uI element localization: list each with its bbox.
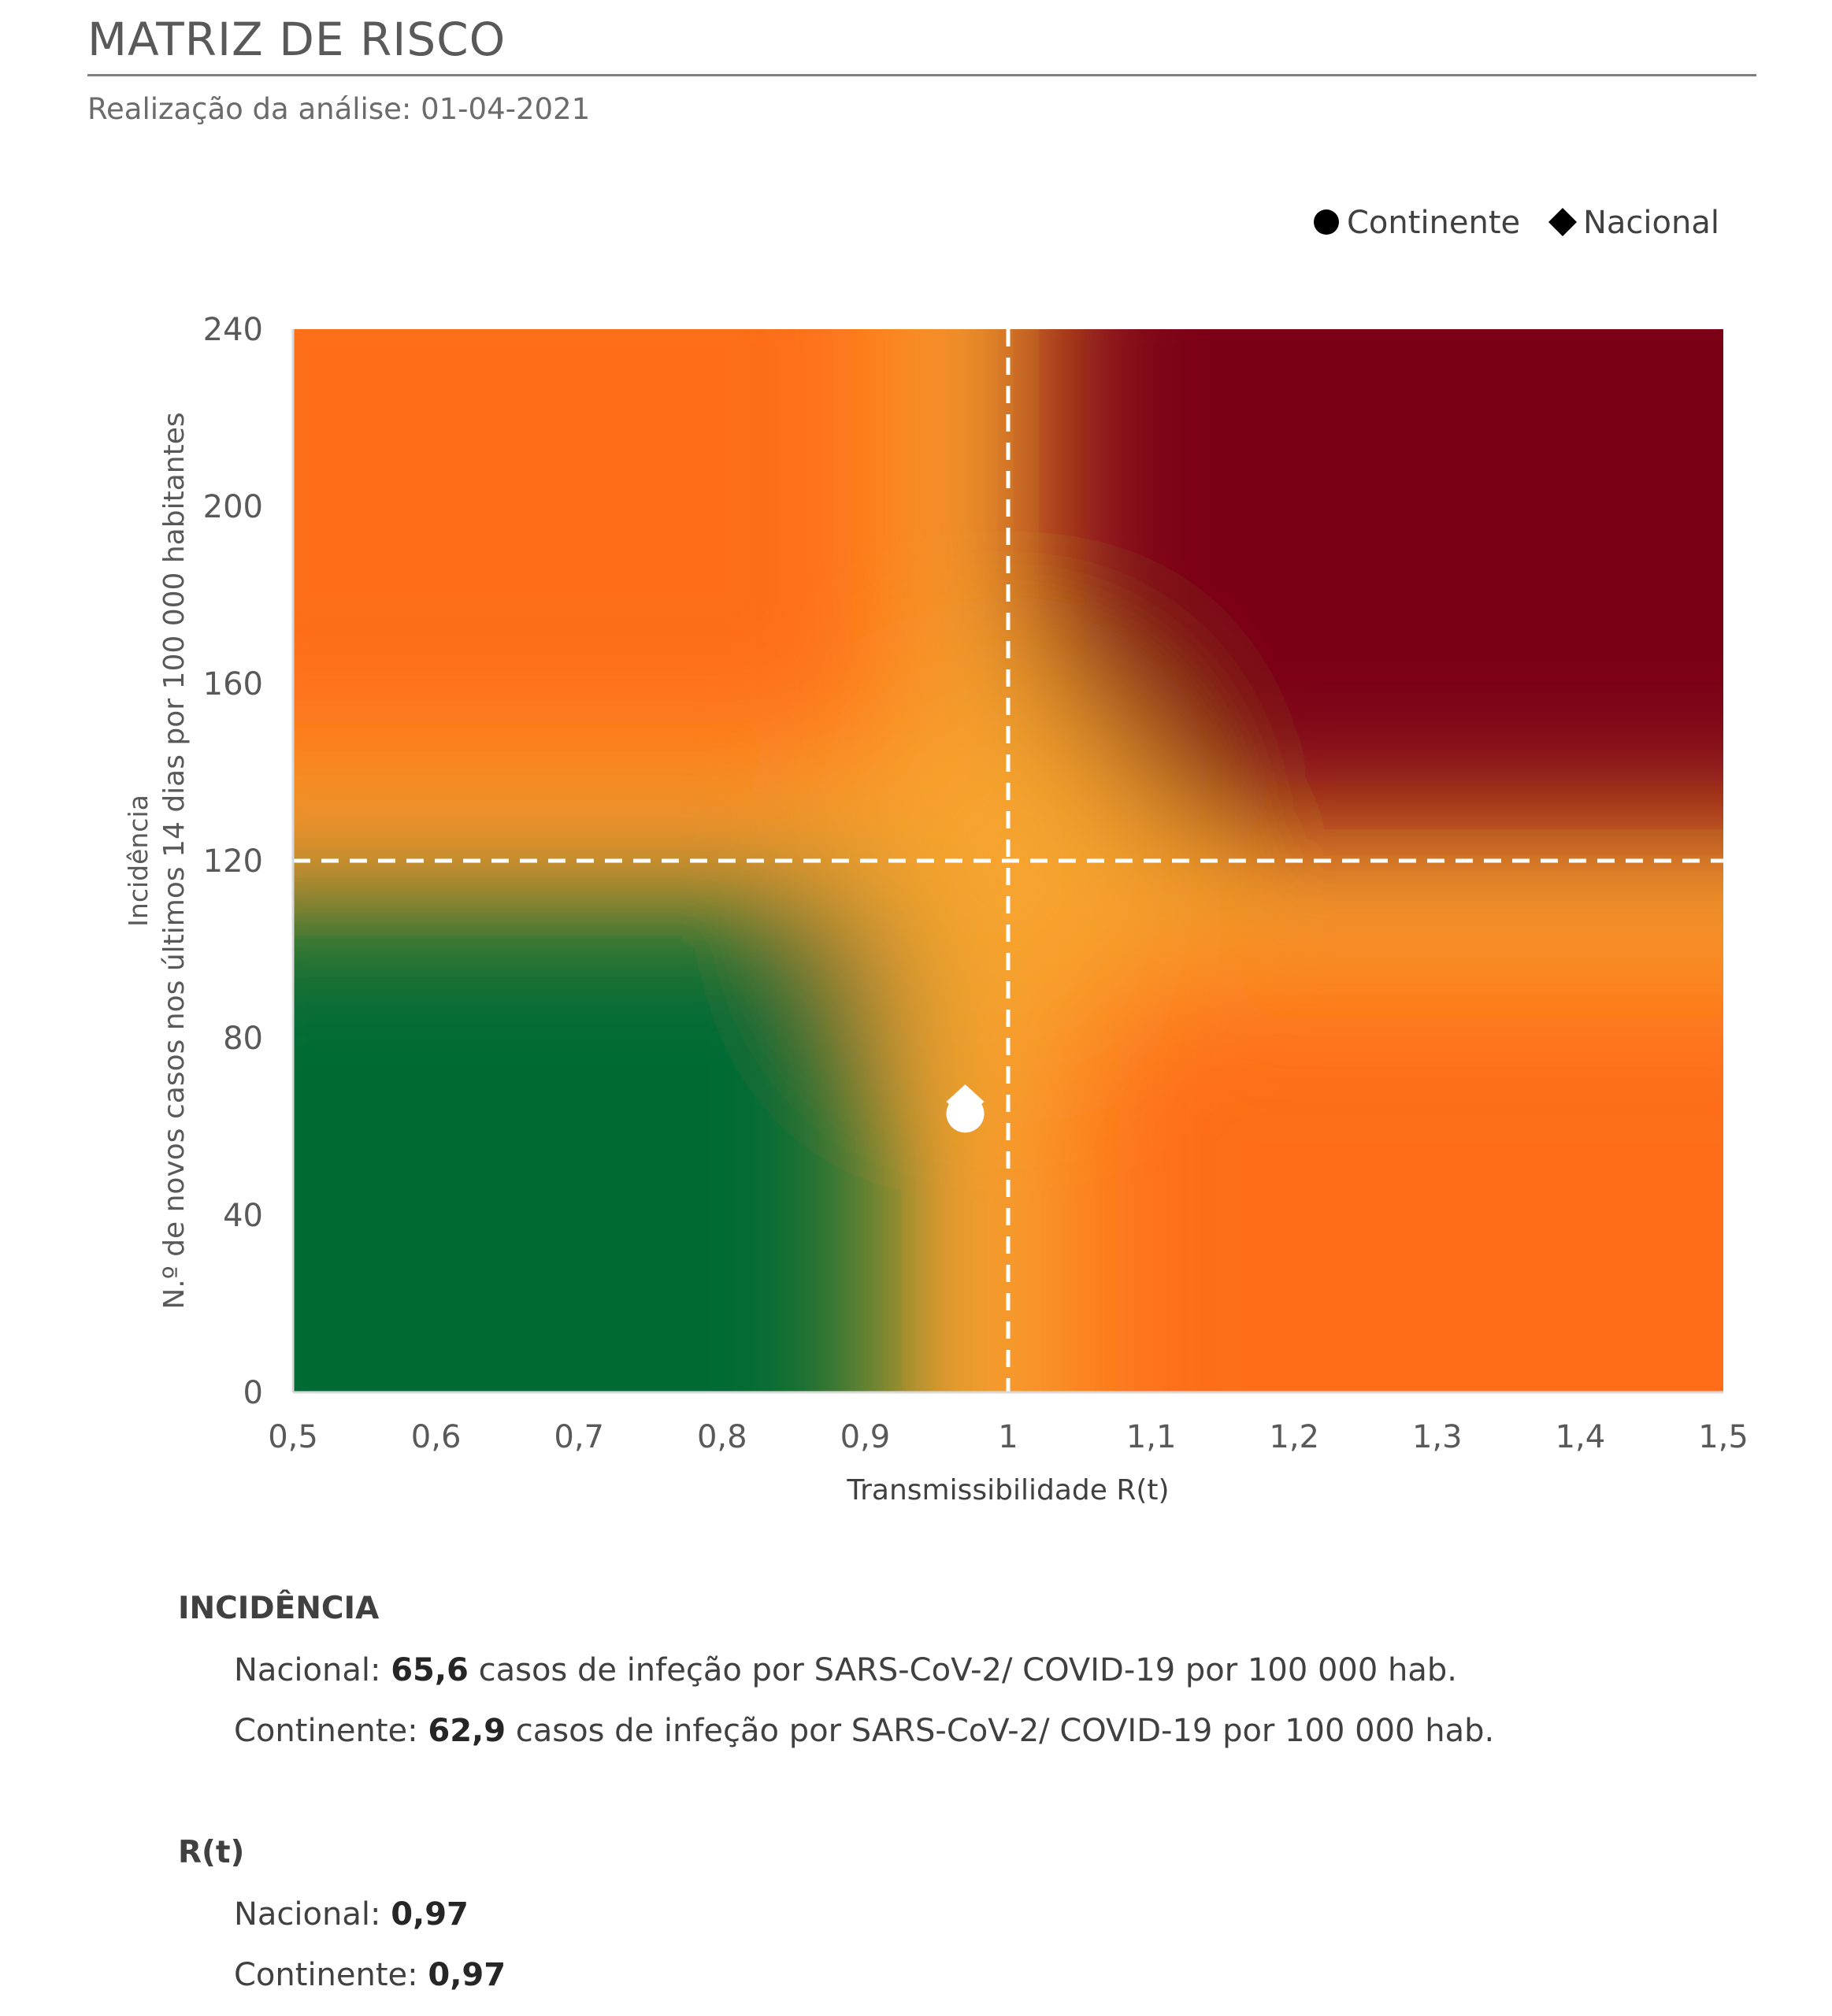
x-tick-label: 1,3 <box>1412 1419 1463 1455</box>
legend-label-nacional: Nacional <box>1583 205 1719 241</box>
rt-section: R(t) <box>178 1835 244 1870</box>
x-tick-label: 0,9 <box>840 1419 891 1455</box>
legend-marker-continente <box>1314 209 1339 235</box>
x-tick-label: 0,5 <box>268 1419 318 1455</box>
legend-marker-nacional <box>1548 208 1577 236</box>
legend-label-continente: Continente <box>1347 205 1520 241</box>
x-tick-label: 0,6 <box>411 1419 462 1455</box>
y-tick-label: 200 <box>203 489 263 525</box>
risk-gradient-background <box>293 329 1723 1392</box>
rt-heading: R(t) <box>178 1835 245 1870</box>
incidencia-nacional-line: Nacional: 65,6 casos de infeção por SARS… <box>234 1652 1457 1688</box>
incidencia-continente-value: 62,9 <box>428 1713 506 1749</box>
rt-nacional-line: Nacional: 0,97 <box>234 1896 469 1933</box>
incidencia-nacional-value: 65,6 <box>391 1652 469 1688</box>
chart-legend: Continente Nacional <box>1314 205 1719 241</box>
analysis-date: Realização da análise: 01-04-2021 <box>87 92 591 126</box>
y-axis-label-line: Incidência <box>123 795 154 927</box>
x-tick-label: 1,5 <box>1698 1419 1749 1455</box>
incidencia-nacional-text: casos de infeção por SARS-CoV-2/ COVID-1… <box>468 1652 1458 1688</box>
incidencia-continente-label: Continente: <box>234 1713 428 1749</box>
y-tick-label: 0 <box>243 1375 263 1411</box>
report-header: MATRIZ DE RISCO Realização da análise: 0… <box>87 8 1756 126</box>
point-nacional <box>946 1084 985 1119</box>
x-axis-label: Transmissibilidade R(t) <box>846 1474 1169 1506</box>
x-tick-label: 1,4 <box>1556 1419 1606 1455</box>
x-tick-label: 1,1 <box>1126 1419 1177 1455</box>
incidencia-heading: INCIDÊNCIA <box>178 1591 380 1626</box>
rt-nacional-label: Nacional: <box>234 1896 391 1933</box>
rt-nacional-value: 0,97 <box>391 1896 469 1933</box>
incidencia-section: INCIDÊNCIA <box>178 1591 379 1626</box>
risk-matrix-chart: 0,5 0,6 0,7 0,8 0,9 1 1,1 1,2 1,3 1,4 1,5 0 40 80 120 1… <box>123 205 1749 1506</box>
rt-continente-value: 0,97 <box>428 1957 506 1993</box>
x-tick-label: 1 <box>998 1419 1018 1455</box>
incidencia-continente-line: Continente: 62,9 casos de infeção por SA… <box>234 1713 1494 1749</box>
incidencia-continente-text: casos de infeção por SARS-CoV-2/ COVID-1… <box>506 1713 1495 1749</box>
y-tick-label: 80 <box>223 1021 263 1057</box>
rt-continente-label: Continente: <box>234 1957 428 1993</box>
rt-continente-line: Continente: 0,97 <box>234 1957 506 1993</box>
y-tick-label: 240 <box>203 312 263 348</box>
y-tick-label: 120 <box>203 843 263 880</box>
y-axis-label: Incidência N.º de novos casos nos últimos… <box>123 412 191 1309</box>
x-tick-label: 0,7 <box>554 1419 604 1455</box>
y-axis-label-line: N.º de novos casos nos últimos 14 dias p… <box>158 412 191 1309</box>
x-tick-label: 0,8 <box>697 1419 747 1455</box>
y-tick-label: 40 <box>223 1198 263 1234</box>
incidencia-nacional-label: Nacional: <box>234 1652 391 1688</box>
page-title: MATRIZ DE RISCO <box>87 8 1756 76</box>
x-tick-label: 1,2 <box>1269 1419 1319 1455</box>
y-tick-label: 160 <box>203 666 263 702</box>
